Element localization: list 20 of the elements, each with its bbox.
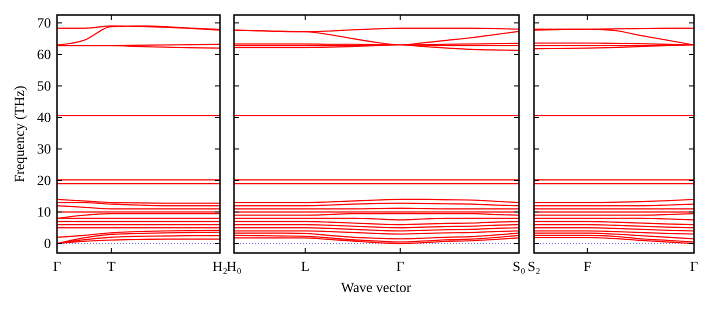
x-tick-label: H₂ [212,260,228,275]
x-tick-label: H₀ [226,260,242,275]
y-tick-label: 60 [37,48,51,63]
x-tick-label: F [583,260,592,275]
y-tick-label: 40 [37,110,51,126]
y-tick-label: 0 [44,237,51,252]
y-tick-label: 70 [37,16,51,32]
x-tick-label: S₂ [528,260,540,275]
x-tick-label: S₀ [512,260,526,275]
x-axis-title: Wave vector [341,281,412,296]
x-tick-label: T [107,260,116,275]
x-tick-label: Γ [690,260,698,275]
x-tick-label: L [300,260,310,275]
x-tick-label: Γ [52,260,62,275]
y-axis-title: Frequency (THz) [13,85,28,182]
y-tick-label: 50 [37,79,51,94]
y-tick-label: 20 [37,174,51,189]
y-tick-label: 30 [37,142,51,158]
x-tick-label: Γ [396,260,404,275]
y-tick-label: 10 [37,206,51,220]
